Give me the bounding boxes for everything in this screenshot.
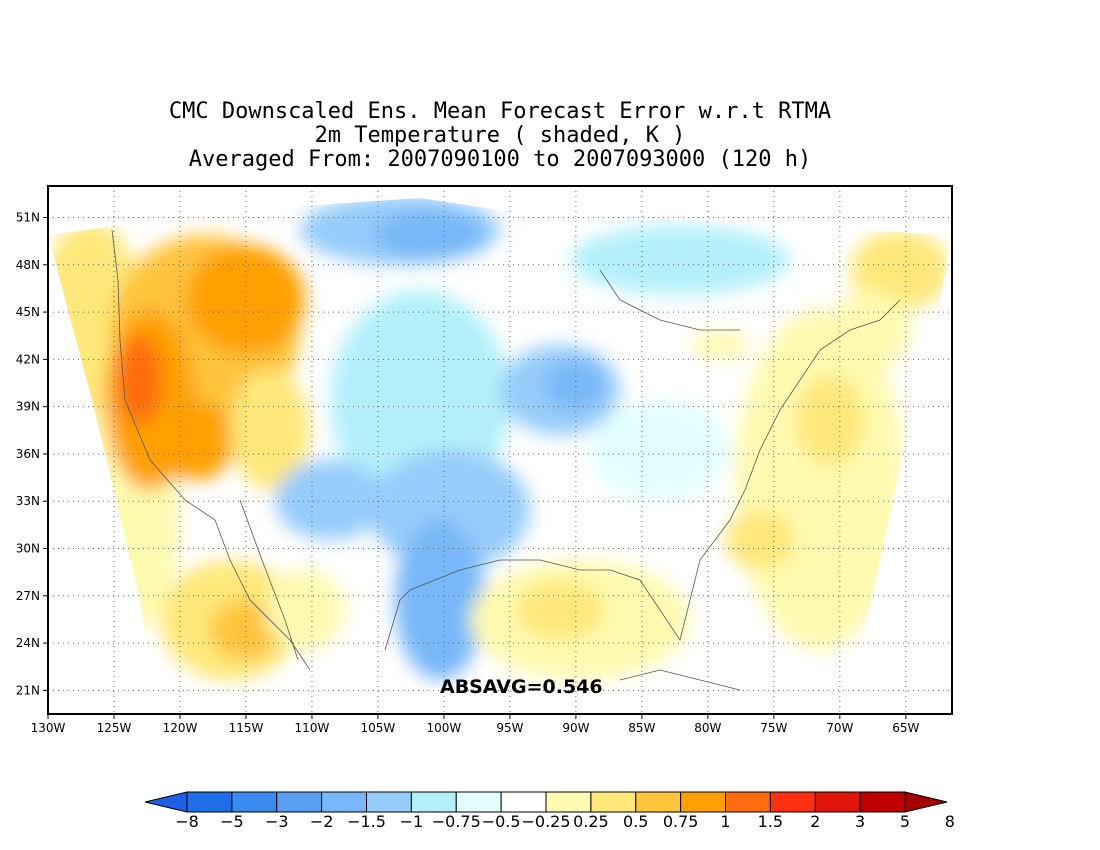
- coastlines: [111, 229, 901, 691]
- lat-tick-label: 42N: [16, 352, 40, 366]
- colorbar-swatch: [410, 791, 457, 813]
- colorbar-label: 1: [720, 812, 730, 831]
- colorbar-swatch: [635, 791, 682, 813]
- title-line-2: 2m Temperature ( shaded, K ): [314, 123, 686, 148]
- colorbar-swatch: [455, 791, 502, 813]
- colorbar-swatch: [859, 791, 906, 813]
- lat-tick-label: 36N: [16, 447, 40, 461]
- lat-tick-label: 51N: [16, 211, 40, 225]
- lon-tick-label: 95W: [496, 721, 523, 735]
- lon-tick-label: 110W: [295, 721, 330, 735]
- colorbar-swatch: [680, 791, 726, 813]
- colorbar-swatch: [769, 791, 816, 813]
- map-title: CMC Downscaled Ens. Mean Forecast Error …: [0, 100, 1000, 172]
- lon-tick-label: 115W: [229, 721, 264, 735]
- error-field: [48, 198, 952, 712]
- lon-tick-label: 130W: [31, 721, 66, 735]
- colorbar-swatch: [725, 791, 771, 813]
- colorbar: −8 −5 −3 −2 −1.5 −1 −0.75 −0.5 −0.25 0.25 0.5 0.75 1…: [144, 791, 955, 831]
- colorbar-label: −3: [265, 812, 289, 831]
- lat-tick-label: 45N: [16, 305, 40, 319]
- lat-tick-label: 30N: [16, 542, 40, 556]
- lon-tick-label: 125W: [97, 721, 132, 735]
- lat-tick-label: 33N: [16, 494, 40, 508]
- colorbar-swatch: [545, 791, 592, 813]
- colorbar-swatch: [186, 791, 233, 813]
- colorbar-label: −1: [400, 812, 424, 831]
- colorbar-swatch: [321, 791, 367, 813]
- colorbar-swatch: [276, 791, 323, 813]
- colorbar-label: 8: [945, 812, 955, 831]
- title-line-1: CMC Downscaled Ens. Mean Forecast Error …: [168, 99, 832, 124]
- lat-tick-label: 27N: [16, 589, 40, 603]
- lon-tick-label: 70W: [826, 721, 853, 735]
- lon-ticks: 130W 125W 120W 115W 110W 105W 100W 95W 90W 85W 80W…: [31, 714, 920, 735]
- colorbar-label: 2: [810, 812, 820, 831]
- colorbar-label: −5: [220, 812, 244, 831]
- absavg-label: ABSAVG=0.546: [440, 676, 603, 698]
- colorbar-label: 0.25: [573, 812, 609, 831]
- colorbar-swatch: [500, 791, 547, 813]
- colorbar-label: 0.5: [623, 812, 648, 831]
- colorbar-swatch: [590, 791, 637, 813]
- colorbar-arrow-low: [144, 791, 188, 813]
- lon-tick-label: 85W: [628, 721, 655, 735]
- lon-tick-label: 65W: [892, 721, 919, 735]
- colorbar-label: −8: [175, 812, 199, 831]
- colorbar-label: −1.5: [347, 812, 386, 831]
- lon-tick-label: 80W: [694, 721, 721, 735]
- colorbar-swatch: [231, 791, 278, 813]
- title-line-3: Averaged From: 2007090100 to 2007093000 …: [188, 147, 812, 172]
- lon-tick-label: 100W: [427, 721, 462, 735]
- colorbar-label: 3: [855, 812, 865, 831]
- lon-tick-label: 75W: [760, 721, 787, 735]
- colorbar-swatch: [366, 791, 412, 813]
- lat-tick-label: 39N: [16, 400, 40, 414]
- lon-tick-label: 120W: [163, 721, 198, 735]
- graticule: [48, 186, 952, 714]
- lon-tick-label: 105W: [361, 721, 396, 735]
- lat-tick-label: 21N: [16, 683, 40, 697]
- map-frame: [47, 185, 953, 715]
- colorbar-label: −0.25: [521, 812, 570, 831]
- colorbar-label: −0.75: [432, 812, 481, 831]
- lat-tick-label: 24N: [16, 636, 40, 650]
- lat-ticks: 21N 24N 27N 30N 33N 36N 39N 42N 45N 48N 51N: [16, 211, 48, 697]
- colorbar-label: −2: [310, 812, 334, 831]
- colorbar-label: 1.5: [758, 812, 783, 831]
- colorbar-arrow-high: [904, 791, 948, 813]
- colorbar-label: −0.5: [482, 812, 521, 831]
- colorbar-label: 0.75: [663, 812, 699, 831]
- colorbar-swatch: [814, 791, 861, 813]
- lat-tick-label: 48N: [16, 258, 40, 272]
- colorbar-label: 5: [900, 812, 910, 831]
- lon-tick-label: 90W: [562, 721, 589, 735]
